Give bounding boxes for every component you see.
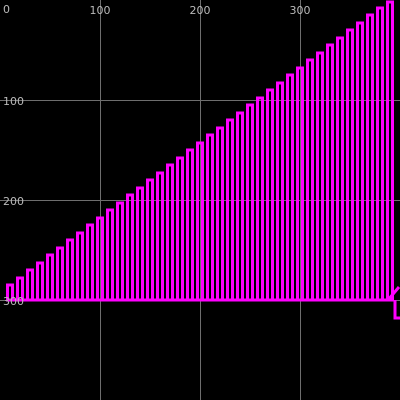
cursor-arrow-path bbox=[388, 287, 400, 318]
bar-0-8 bbox=[88, 225, 93, 300]
bar-0-36 bbox=[368, 15, 373, 300]
bar-0-24 bbox=[248, 105, 253, 300]
x-tick-label-300: 300 bbox=[290, 4, 311, 17]
bar-0-30 bbox=[308, 60, 313, 300]
bar-0-15 bbox=[158, 173, 163, 300]
bar-0-14 bbox=[148, 180, 153, 300]
bar-0-23 bbox=[238, 113, 243, 300]
bar-0-12 bbox=[128, 195, 133, 300]
bar-0-11 bbox=[118, 203, 123, 300]
bar-0-6 bbox=[68, 240, 73, 300]
bar-0-35 bbox=[358, 23, 363, 300]
bar-0-21 bbox=[218, 128, 223, 300]
y-tick-label-200: 200 bbox=[3, 195, 24, 208]
bar-0-2 bbox=[28, 270, 33, 300]
bar-0-31 bbox=[318, 53, 323, 300]
bar-0-34 bbox=[348, 30, 353, 300]
bar-0-28 bbox=[288, 75, 293, 300]
bar-0-16 bbox=[168, 165, 173, 300]
bar-0-18 bbox=[188, 150, 193, 300]
bar-0-4 bbox=[48, 255, 53, 300]
x-tick-label-100: 100 bbox=[90, 4, 111, 17]
bar-0-38 bbox=[388, 2, 393, 300]
bar-0-20 bbox=[208, 135, 213, 300]
bar-0-13 bbox=[138, 188, 143, 300]
bar-0-5 bbox=[58, 248, 63, 300]
y-tick-label-300: 300 bbox=[3, 295, 24, 308]
x-tick-label-200: 200 bbox=[190, 4, 211, 17]
bar-0-26 bbox=[268, 90, 273, 300]
bar-0-7 bbox=[78, 233, 83, 300]
bar-0-33 bbox=[338, 38, 343, 300]
bar-0-27 bbox=[278, 83, 283, 300]
bar-0-3 bbox=[38, 263, 43, 300]
cursor-arrow-icon bbox=[388, 287, 400, 318]
bar-0-17 bbox=[178, 158, 183, 300]
bar-0-32 bbox=[328, 45, 333, 300]
bar-0-22 bbox=[228, 120, 233, 300]
y-tick-label-100: 100 bbox=[3, 95, 24, 108]
bar-0-25 bbox=[258, 98, 263, 300]
bar-0-10 bbox=[108, 210, 113, 300]
bar-0-37 bbox=[378, 8, 383, 300]
y-tick-label-0: 0 bbox=[3, 3, 10, 16]
